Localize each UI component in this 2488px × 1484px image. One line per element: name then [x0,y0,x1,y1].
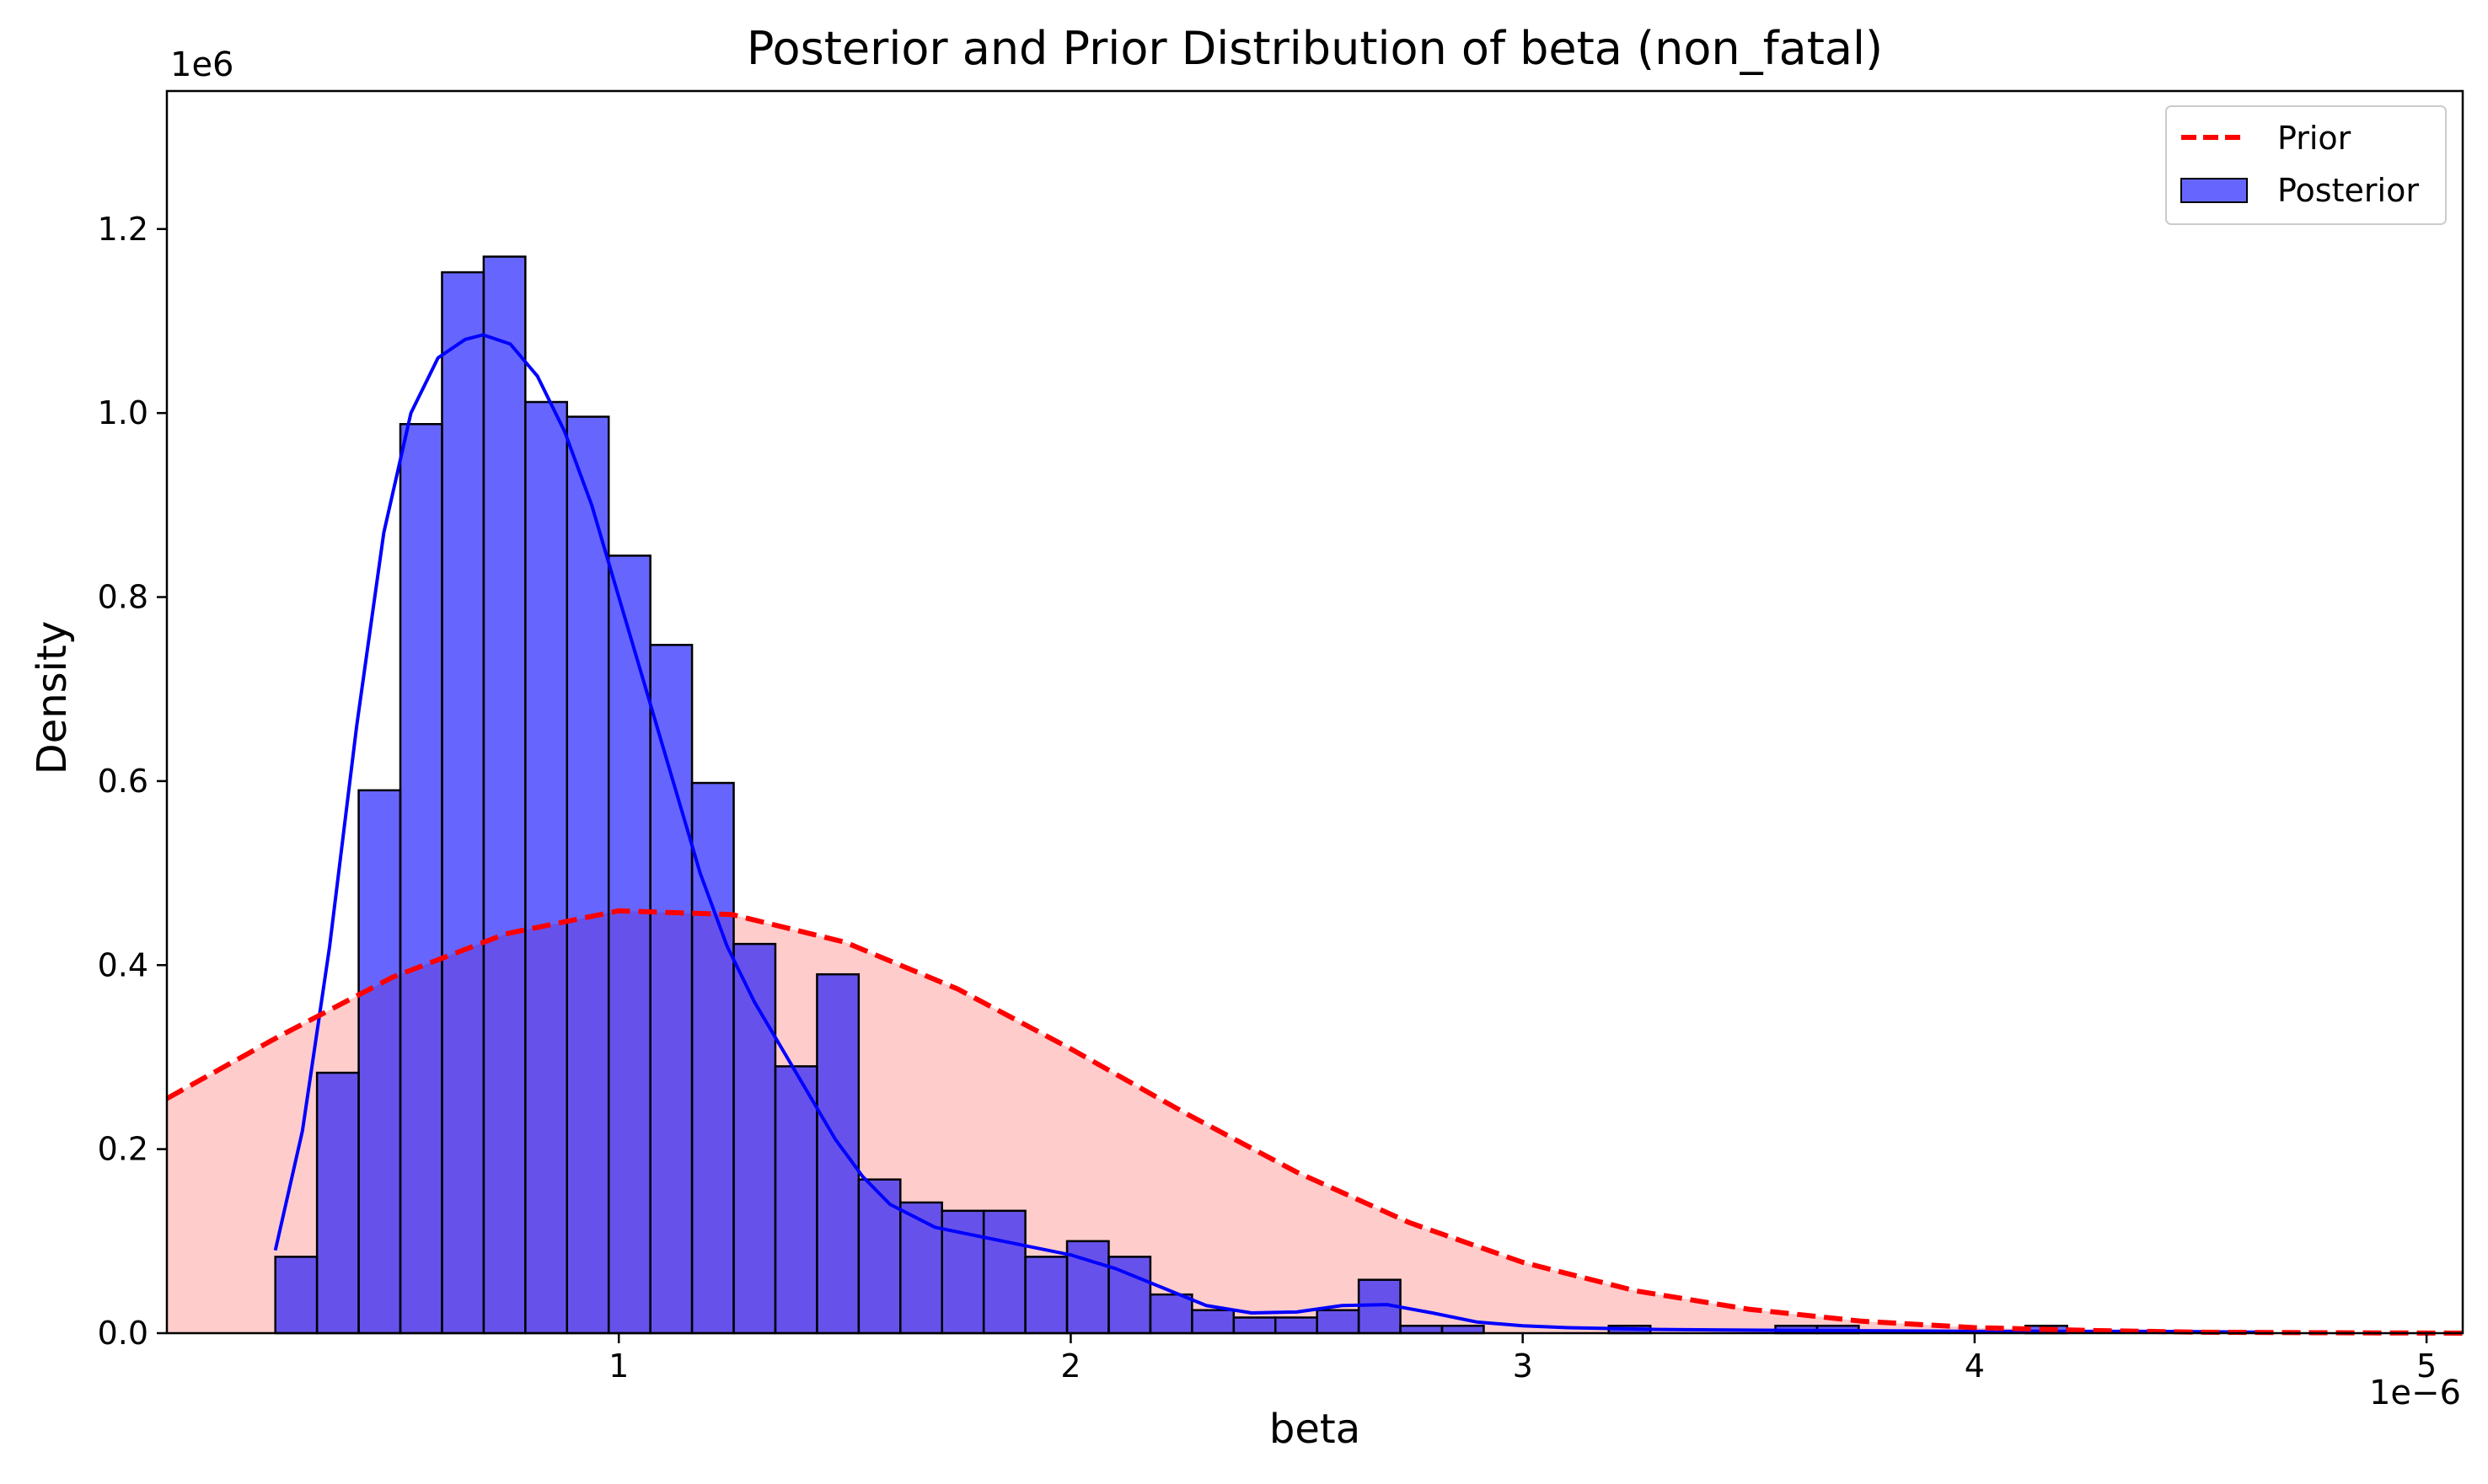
histogram-bar [1024,1256,1069,1335]
histogram-bar [899,1201,943,1335]
histogram-bar [1273,1316,1318,1335]
legend: Prior Posterior [2165,105,2447,225]
x-axis-offset-text: 1e−6 [2369,1374,2461,1412]
chart-title: Posterior and Prior Distribution of beta… [747,22,1883,75]
y-tick-label: 0.8 [98,579,148,616]
x-tick-label: 5 [2416,1347,2437,1385]
x-tick-label: 3 [1513,1347,1533,1385]
histogram-bar [566,415,610,1335]
histogram-bar [649,644,694,1335]
y-tick-label: 0.2 [98,1131,148,1168]
y-tick-label: 0.0 [98,1315,148,1352]
histogram-bar [774,1065,818,1335]
y-tick-label: 0.4 [98,946,148,983]
y-tick-label: 1.2 [98,211,148,248]
histogram-bar [524,400,569,1335]
histogram-bar [357,789,402,1335]
histogram-bar [816,972,861,1335]
y-axis-label: Density [29,621,76,774]
legend-posterior-label: Posterior [2277,172,2419,209]
histogram-bar [857,1178,902,1335]
legend-prior-label: Prior [2277,120,2351,157]
posterior-kde-line [273,333,2269,1334]
y-axis-offset-text: 1e6 [170,46,234,84]
histogram-bar [441,271,485,1335]
x-tick-label: 4 [1965,1347,1985,1385]
prior-density-line [165,908,2464,1336]
histogram-bar [1440,1325,1485,1335]
axes-frame [165,89,2464,1335]
histogram-bar [982,1209,1027,1335]
histogram-bar [1232,1316,1277,1335]
histogram-bar [732,942,777,1335]
histogram-bar [607,554,651,1335]
x-tick-label: 1 [609,1347,629,1385]
histogram-bar [315,1071,360,1335]
histogram-bar [482,255,527,1335]
histogram-bar [399,423,443,1335]
histogram-bar [1191,1309,1236,1335]
plot-area: 1 2 3 4 5 0.0 0.2 0.4 0.6 0.8 1.0 1.2 [98,89,2464,1385]
y-tick-label: 1.0 [98,394,148,431]
histogram-bar [274,1256,319,1335]
histogram-bar [1149,1293,1193,1335]
y-tick-label: 0.6 [98,763,148,800]
legend-posterior-swatch [2180,178,2248,203]
histogram-bar [1399,1325,1444,1335]
x-axis-label: beta [1269,1406,1360,1453]
histogram-bar [1316,1309,1360,1335]
x-tick-label: 2 [1060,1347,1080,1385]
